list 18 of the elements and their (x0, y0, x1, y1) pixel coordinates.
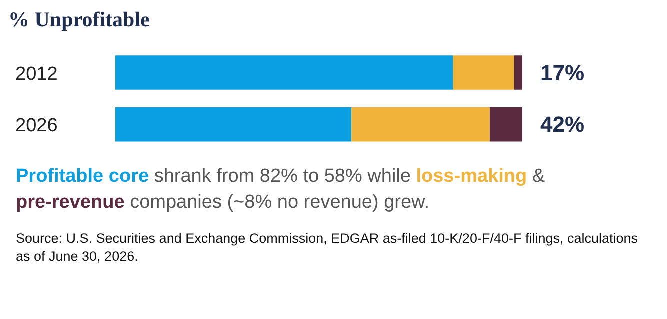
bar (514, 56, 522, 90)
text: shrank from 82% to 58% while (154, 166, 411, 187)
text: companies (~8% no revenue) grew. (130, 192, 430, 213)
text: 17% (540, 60, 585, 86)
chart-title: % Unprofitable (8, 8, 150, 32)
text: pre-revenue (16, 192, 125, 213)
bar (116, 107, 352, 142)
series-label: Profitable core (16, 166, 150, 187)
bar (453, 56, 514, 90)
bar (352, 107, 490, 142)
source-note: Source: U.S. Securities and Exchange Commission, EDGAR as-filed 10-K/20-F/40-F filings, calculations as of June 30, 2026. (16, 230, 640, 266)
text: 42% (540, 112, 585, 138)
y-tick-label: 2012 (16, 64, 58, 85)
y-tick-label: 2026 (16, 116, 58, 137)
bar (490, 107, 522, 142)
bar (116, 56, 454, 90)
text: & (532, 166, 546, 187)
series-label: loss-making (416, 166, 528, 187)
